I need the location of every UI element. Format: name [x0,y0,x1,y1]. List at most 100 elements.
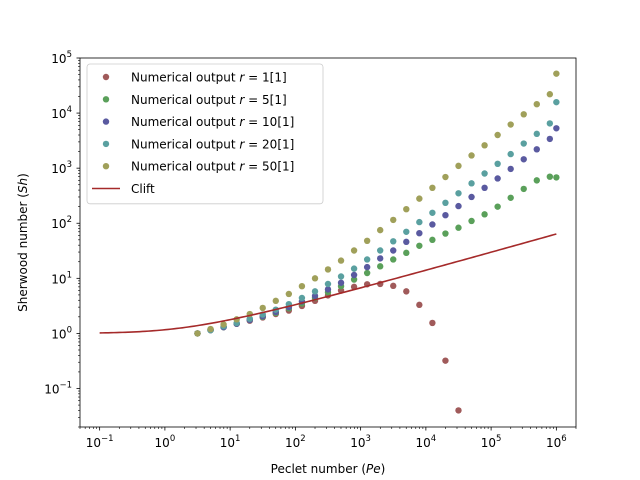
legend-label-prefix: Numerical output [131,160,239,174]
y-tick-label: 102 [51,215,72,231]
legend-label-suffix: = 50[1] [244,160,294,174]
legend-item: Numerical output r = 50[1] [102,160,294,174]
axis-title-part: Sherwood number ( [16,193,30,312]
data-point [220,321,227,328]
y-tick-label-base: 10 [51,107,66,121]
legend-label-var: r [239,115,245,129]
legend-label: Clift [131,182,155,196]
data-point [533,177,540,184]
legend-label-var: r [239,160,245,174]
y-axis-title: Sherwood number (Sh) [16,173,30,312]
data-point [455,407,462,414]
data-point [494,203,501,210]
data-point [442,199,449,207]
y-tick-label-exponent: −1 [59,380,72,390]
x-tick-label-base: 10 [86,436,101,450]
data-point [546,173,554,180]
data-point [363,256,371,263]
y-tick-label-exponent: 2 [67,215,72,225]
data-point [350,271,358,279]
data-point [455,202,462,210]
legend-marker [102,140,110,148]
x-tick-label: 106 [546,434,567,450]
data-point [533,146,540,153]
y-tick-label-base: 10 [44,382,59,396]
y-tick-label: 101 [51,270,72,286]
axis-title-part: ) [381,462,386,476]
legend-label-var: r [239,71,245,85]
data-point [507,121,514,128]
data-point [546,120,554,127]
data-point [324,266,332,273]
y-tick-label-base: 10 [51,217,66,231]
x-tick-label-exponent: 2 [300,434,305,444]
x-tick-label-exponent: 3 [366,434,371,444]
data-point [337,257,345,264]
data-point [416,195,423,202]
data-point [246,315,253,322]
y-tick-label-exponent: 5 [67,50,72,60]
data-point [311,288,319,295]
data-point [324,280,332,288]
x-tick-label: 100 [155,434,176,450]
data-point [507,165,514,173]
data-point [298,282,306,290]
legend: Numerical output r = 1[1] Numerical outpu… [86,63,324,205]
x-tick-label: 10−1 [86,434,114,450]
data-point [533,100,540,108]
series-5 [99,233,557,334]
legend-label-prefix: Clift [131,182,155,196]
data-point [429,184,436,192]
data-point [468,193,475,201]
data-point [494,160,501,168]
x-axis-title: Peclet number (Pe) [271,462,386,476]
x-tick-label: 103 [350,434,371,450]
data-point [468,152,475,159]
data-point [442,173,449,181]
data-point [259,304,266,312]
legend-label: Numerical output r = 5[1] [131,93,287,107]
data-point [553,70,560,77]
y-tick-label-exponent: 3 [67,160,72,170]
legend-label-prefix: Numerical output [131,115,239,129]
legend-box [86,63,324,205]
axis-title-part: ) [16,173,30,178]
x-tick-label-base: 10 [220,436,235,450]
clift-line [99,233,557,334]
data-point [416,218,423,226]
legend-label: Numerical output r = 10[1] [131,115,294,129]
data-point [507,150,514,158]
data-point [520,185,527,193]
x-tick-label-exponent: −1 [101,434,114,444]
data-point [350,265,358,272]
legend-label-suffix: = 10[1] [244,115,294,129]
data-point [390,256,397,263]
data-point [403,228,410,235]
data-point [442,212,449,219]
legend-label-prefix: Numerical output [131,93,239,107]
x-tick-label: 105 [481,434,502,450]
data-point [507,194,514,201]
legend-label: Numerical output r = 1[1] [131,71,287,85]
data-point [553,98,560,106]
y-tick-label-base: 10 [51,327,66,341]
data-point [376,263,384,270]
x-tick-label-exponent: 1 [235,434,240,444]
data-point [207,325,214,333]
x-tick-label-base: 10 [285,436,300,450]
data-point [416,301,423,309]
y-tick-label-exponent: 4 [67,105,72,115]
data-point [468,180,475,187]
data-point [285,290,293,298]
y-tick-label: 104 [51,105,72,121]
legend-item: Numerical output r = 1[1] [102,71,287,85]
x-tick-label: 102 [285,434,306,450]
legend-marker [102,118,110,125]
legend-label-suffix: = 5[1] [244,93,286,107]
data-point [390,247,397,254]
legend-item: Numerical output r = 10[1] [102,115,294,129]
data-point [403,249,410,257]
y-tick-label: 103 [51,160,72,176]
data-point [494,175,501,182]
